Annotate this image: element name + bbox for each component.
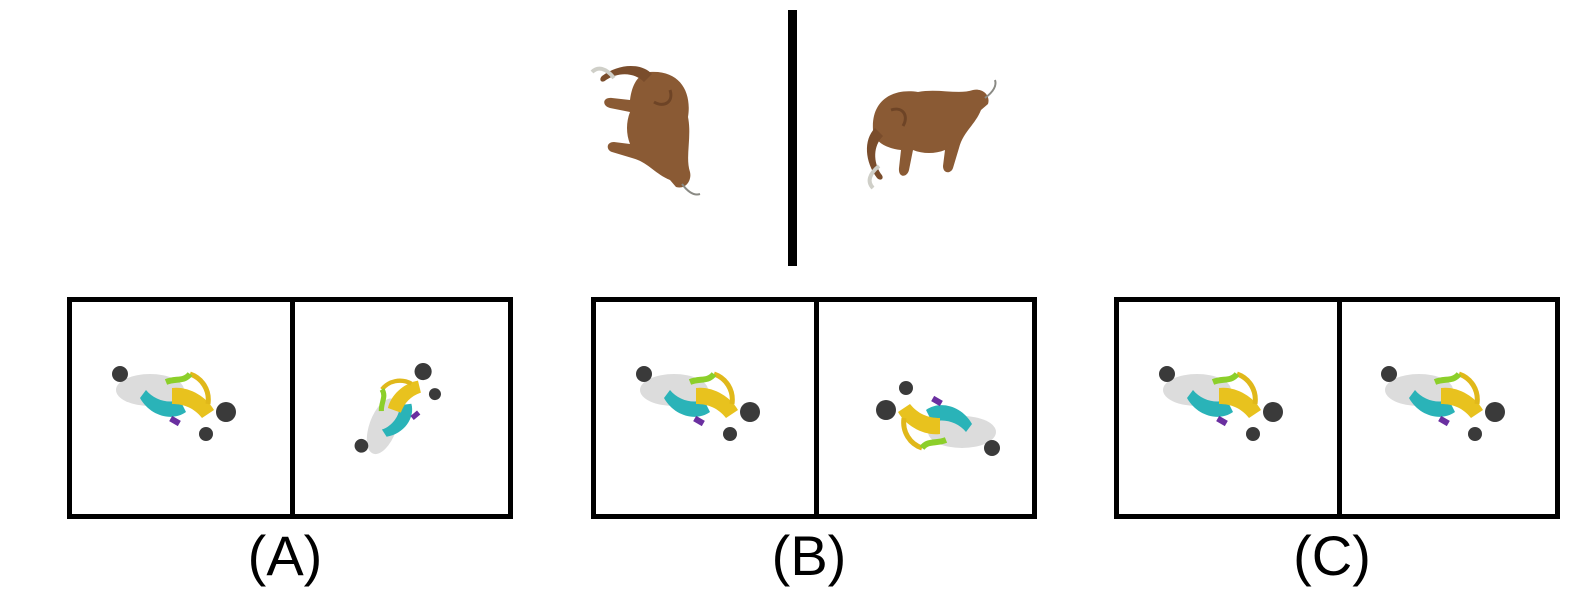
reference-divider	[788, 10, 797, 266]
panel-divider	[290, 302, 295, 514]
rider-figure-icon	[634, 360, 774, 460]
option-a-panel[interactable]	[67, 297, 513, 519]
option-c-panel[interactable]	[1114, 297, 1560, 519]
panel-divider	[1337, 302, 1342, 514]
rider-figure-icon	[1157, 360, 1297, 460]
rider-figure-icon	[348, 338, 468, 478]
option-a-label: (A)	[247, 524, 323, 587]
rider-figure-icon	[862, 362, 1002, 462]
elephant-icon	[864, 78, 998, 190]
rider-figure-icon	[1379, 360, 1519, 460]
option-c-label: (C)	[1293, 524, 1371, 587]
option-b-panel[interactable]	[591, 297, 1037, 519]
option-b-label: (B)	[771, 524, 847, 587]
panel-divider	[814, 302, 819, 514]
rider-figure-icon	[110, 360, 250, 460]
elephant-icon	[590, 63, 702, 197]
